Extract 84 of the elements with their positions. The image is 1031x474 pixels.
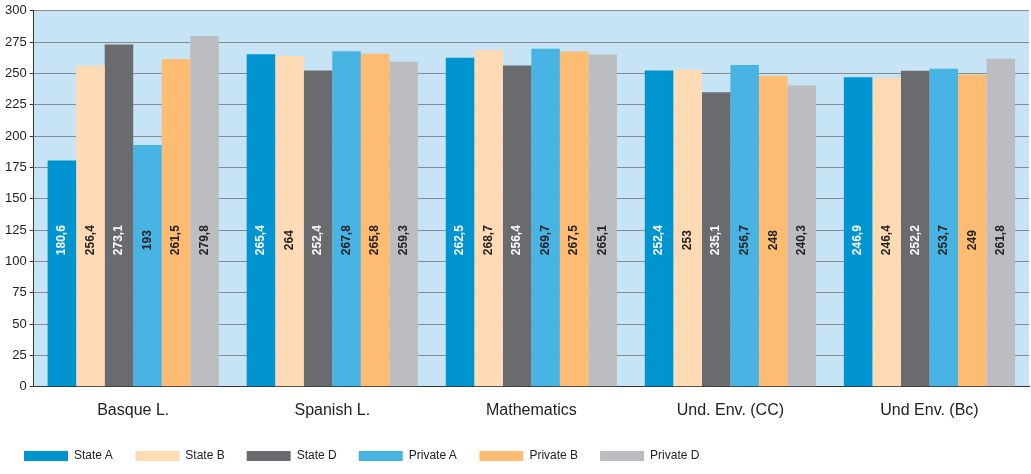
y-tick-label: 275: [4, 33, 27, 49]
data-label: 265,1: [594, 224, 609, 256]
y-tick-label: 125: [4, 221, 27, 237]
bar: [303, 70, 333, 387]
bar: [445, 57, 475, 387]
bar: [246, 54, 276, 387]
y-tick-label: 25: [12, 347, 27, 363]
bar: [673, 69, 702, 387]
x-tick-label: Mathematics: [485, 400, 577, 418]
y-tick-label: 0: [19, 378, 27, 394]
bar: [843, 77, 873, 387]
data-label: 267,5: [566, 224, 581, 256]
bar: [559, 51, 589, 387]
bar: [758, 75, 788, 387]
data-label: 273,1: [111, 224, 126, 256]
bar: [787, 85, 816, 387]
data-label: 261,5: [168, 224, 183, 256]
bar: [190, 36, 219, 387]
y-tick-label: 175: [4, 159, 27, 175]
y-tick-label: 100: [4, 253, 27, 269]
data-label: 261,8: [993, 224, 1008, 256]
bar: [474, 50, 503, 387]
bar: [929, 68, 958, 387]
data-label: 249: [964, 229, 979, 251]
bar: [502, 65, 532, 387]
bar: [986, 58, 1016, 387]
data-label: 262,5: [452, 224, 467, 256]
data-label: 248: [765, 229, 780, 251]
data-label: 259,3: [395, 224, 410, 256]
data-label: 253,7: [936, 224, 951, 256]
data-label: 246,9: [850, 224, 865, 256]
data-label: 256,7: [736, 224, 751, 256]
data-label: 256,4: [509, 224, 524, 256]
y-tick-label: 150: [4, 190, 27, 206]
data-label: 253: [679, 229, 694, 251]
data-label: 252,4: [651, 224, 666, 256]
bar: [76, 65, 105, 387]
bar: [644, 70, 674, 387]
y-tick-label: 250: [4, 65, 27, 81]
legend-label: Private A: [408, 448, 457, 463]
bar: [47, 160, 77, 387]
x-tick-label: Basque L.: [97, 400, 170, 418]
bar: [133, 144, 162, 387]
legend-label: Private D: [650, 448, 700, 463]
bar: [389, 61, 418, 387]
x-tick-label: Spanish L.: [294, 400, 371, 418]
data-label: 267,8: [338, 224, 353, 256]
y-tick-label: 75: [12, 284, 27, 300]
data-label: 193: [139, 229, 154, 251]
data-label: 279,8: [196, 224, 211, 256]
data-label: 235,1: [708, 224, 723, 256]
data-label: 256,4: [82, 224, 97, 256]
data-label: 252,2: [907, 224, 922, 256]
data-label: 240,3: [794, 224, 809, 256]
y-tick-label: 50: [12, 315, 27, 331]
x-tick-label: Und. Env. (CC): [676, 400, 785, 418]
data-label: 265,4: [253, 224, 268, 256]
bar: [730, 65, 759, 387]
bar: [958, 74, 987, 387]
legend-label: State A: [74, 448, 113, 463]
y-tick-label: 300: [4, 2, 27, 18]
data-label: 252,4: [310, 224, 325, 256]
data-label: 269,7: [537, 224, 552, 256]
legend-label: State B: [185, 448, 225, 463]
data-label: 268,7: [480, 224, 495, 256]
bar: [275, 55, 304, 387]
data-label: 180,6: [54, 224, 69, 256]
bar: [104, 44, 134, 387]
legend-label: Private B: [529, 448, 579, 463]
data-label: 246,4: [878, 224, 893, 256]
bar: [360, 53, 390, 387]
x-tick-label: Und Env. (Bc): [880, 400, 979, 418]
legend-label: State D: [296, 448, 338, 463]
bar: [588, 54, 617, 387]
data-label: 265,8: [367, 224, 382, 256]
bar: [701, 92, 731, 387]
bar: [900, 70, 930, 387]
bar: [872, 77, 901, 387]
data-label: 264: [281, 229, 296, 251]
y-tick-label: 225: [4, 96, 27, 112]
bar: [161, 59, 191, 387]
y-tick-label: 200: [4, 127, 27, 143]
bar: [531, 48, 560, 387]
bar: [332, 51, 361, 387]
